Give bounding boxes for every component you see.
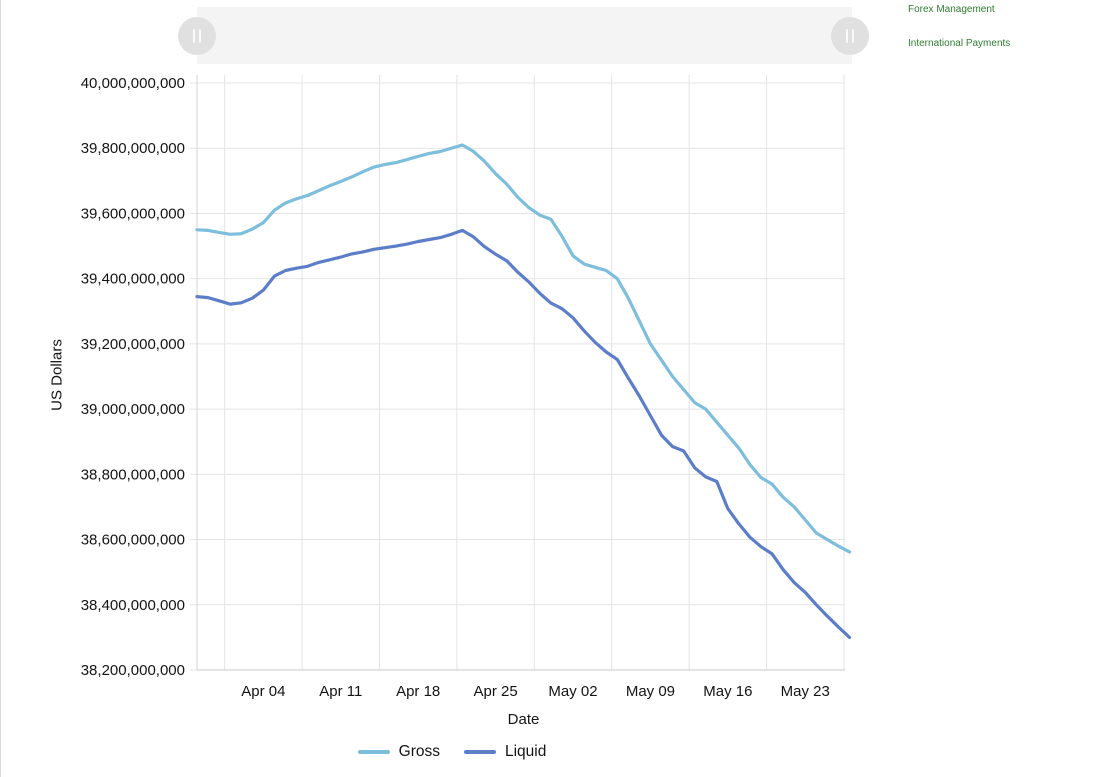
y-tick-label: 39,200,000,000	[81, 336, 185, 353]
y-tick-label: 38,200,000,000	[81, 662, 185, 679]
y-tick-label: 39,000,000,000	[81, 401, 185, 418]
series-line-gross	[195, 143, 852, 554]
grip-icon	[193, 28, 195, 43]
y-tick-label: 38,800,000,000	[81, 466, 185, 483]
series-line-liquid	[195, 228, 852, 640]
legend-item-liquid[interactable]: Liquid	[463, 743, 547, 761]
x-tick-label: May 09	[626, 683, 675, 700]
x-tick-label: May 02	[548, 683, 597, 700]
x-tick-label: May 16	[703, 683, 752, 700]
legend-label: Gross	[398, 743, 440, 760]
time-range-slider-track[interactable]	[178, 7, 869, 64]
y-tick-label: 39,800,000,000	[81, 140, 185, 157]
y-tick-label: 38,400,000,000	[81, 597, 185, 614]
right-panel: Forex Management International Payments	[908, 0, 1118, 49]
link-forex-management[interactable]: Forex Management	[908, 4, 995, 15]
grip-icon	[199, 28, 201, 43]
x-tick-label: Apr 18	[396, 683, 440, 700]
slider-handle-right[interactable]	[831, 16, 869, 55]
y-axis-title: US Dollars	[48, 339, 66, 411]
x-tick-label: Apr 04	[241, 683, 285, 700]
y-tick-label: 39,400,000,000	[81, 271, 185, 288]
grip-icon	[846, 28, 848, 43]
legend-marker-liquid	[463, 750, 496, 754]
x-tick-label: Apr 11	[319, 683, 362, 700]
y-tick-label: 39,600,000,000	[81, 205, 185, 222]
slider-handle-left[interactable]	[178, 16, 216, 55]
y-tick-label: 38,600,000,000	[81, 532, 185, 549]
legend-marker-gross	[357, 750, 390, 754]
x-axis-title: Date	[507, 711, 540, 728]
legend-label: Liquid	[504, 743, 547, 760]
link-international-payments[interactable]: International Payments	[908, 38, 1011, 49]
x-tick-label: May 23	[781, 683, 830, 700]
chart-legend: Gross Liquid	[122, 743, 782, 761]
x-tick-label: Apr 25	[474, 683, 518, 700]
y-tick-label: 40,000,000,000	[81, 75, 185, 92]
grip-icon	[852, 28, 854, 43]
legend-item-gross[interactable]: Gross	[357, 743, 440, 761]
left-panel-border	[0, 0, 1, 777]
